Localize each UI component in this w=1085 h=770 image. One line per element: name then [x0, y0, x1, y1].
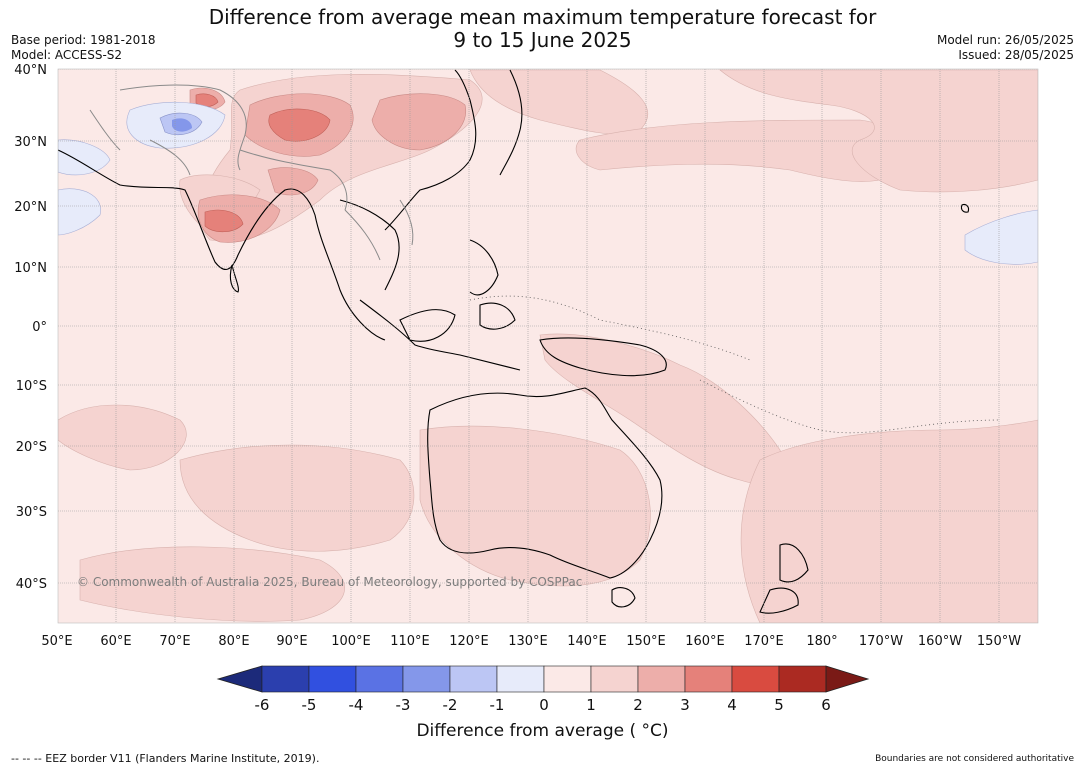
colorbar-tick-label: 3 [680, 696, 690, 714]
eez-borders [469, 295, 1001, 434]
longitude-label: 160°E [685, 634, 725, 649]
colorbar-swatch [590, 665, 639, 693]
latitude-label: 30°N [14, 135, 47, 150]
colorbar-swatch [402, 665, 451, 693]
colorbar: -6 -5 -4 -3 -2 -1 0 1 2 3 4 5 6 [216, 665, 870, 714]
longitude-label: 150°W [977, 634, 1021, 649]
colorbar-swatch [496, 665, 545, 693]
latitude-label: 20°S [16, 440, 47, 455]
latitude-label: 0° [32, 320, 47, 335]
longitude-label: 130°E [508, 634, 548, 649]
anomaly-shading-cool-strongest [172, 118, 192, 132]
title-line-1: Difference from average mean maximum tem… [208, 5, 877, 29]
longitude-label: 100°E [331, 634, 371, 649]
eez-footnote: -- -- -- EEZ border V11 (Flanders Marine… [11, 752, 320, 765]
colorbar-swatch [778, 665, 827, 693]
latitude-label: 40°N [14, 63, 47, 78]
longitude-label: 50°E [41, 634, 72, 649]
longitude-label: 140°E [567, 634, 607, 649]
colorbar-extend-high [825, 665, 870, 693]
model-name: Model: ACCESS-S2 [11, 48, 123, 62]
colorbar-swatch [684, 665, 733, 693]
colorbar-tick-label: -2 [443, 696, 458, 714]
colorbar-tick-label: 4 [727, 696, 737, 714]
colorbar-swatch [543, 665, 592, 693]
anomaly-shading-1-2 [58, 69, 1038, 623]
latitude-label: 30°S [16, 505, 47, 520]
colorbar-swatch [731, 665, 780, 693]
colorbar-tick-label: 1 [586, 696, 596, 714]
meta-left: Base period: 1981-2018 Model: ACCESS-S2 [11, 33, 156, 63]
colorbar-swatch [449, 665, 498, 693]
longitude-label: 170°W [859, 634, 903, 649]
watermark: © Commonwealth of Australia 2025, Bureau… [77, 575, 582, 589]
latitude-label: 40°S [16, 577, 47, 592]
colorbar-swatch [261, 665, 310, 693]
longitude-label: 70°E [159, 634, 190, 649]
colorbar-label: Difference from average ( °C) [416, 721, 669, 741]
colorbar-tick-label: -6 [255, 696, 270, 714]
latitude-label: 10°N [14, 261, 47, 276]
country-borders [89, 84, 414, 261]
base-period: Base period: 1981-2018 [11, 33, 156, 47]
longitude-label: 120°E [449, 634, 489, 649]
colorbar-tick-label: 2 [633, 696, 643, 714]
graticule [58, 69, 1038, 623]
colorbar-swatch [355, 665, 404, 693]
coastlines [58, 69, 970, 614]
longitude-label: 150°E [626, 634, 666, 649]
meta-right: Model run: 26/05/2025 Issued: 28/05/2025 [937, 33, 1074, 63]
longitude-label: 160°W [918, 634, 962, 649]
colorbar-extend-low [216, 665, 263, 693]
colorbar-swatch [637, 665, 686, 693]
latitude-label: 20°N [14, 200, 47, 215]
map-frame [57, 68, 1039, 624]
longitude-label: 110°E [390, 634, 430, 649]
model-run: Model run: 26/05/2025 [936, 33, 1074, 47]
latitude-labels: 40°N 30°N 20°N 10°N 0° 10°S 20°S 30°S 40°S [14, 63, 47, 592]
colorbar-tick-label: -5 [302, 696, 317, 714]
latitude-label: 10°S [16, 379, 47, 394]
anomaly-shading-3-4 [195, 93, 331, 233]
colorbar-tick-label: 0 [539, 696, 549, 714]
longitude-label: 80°E [218, 634, 249, 649]
colorbar-tick-label: -1 [490, 696, 505, 714]
longitude-label: 180° [806, 634, 837, 649]
colorbar-tick-label: -4 [349, 696, 364, 714]
longitude-label: 60°E [100, 634, 131, 649]
boundaries-note: Boundaries are not considered authoritat… [875, 754, 1074, 764]
issued-date: Issued: 28/05/2025 [958, 48, 1074, 62]
colorbar-swatch [308, 665, 357, 693]
colorbar-tick-label: -3 [396, 696, 411, 714]
longitude-labels: 50°E 60°E 70°E 80°E 90°E 100°E 110°E 120°E 130°E… [41, 634, 1021, 649]
longitude-label: 170°E [744, 634, 784, 649]
title-line-2: 9 to 15 June 2025 [453, 28, 632, 52]
colorbar-tick-label: 5 [774, 696, 784, 714]
colorbar-tick-label: 6 [821, 696, 831, 714]
longitude-label: 90°E [276, 634, 307, 649]
